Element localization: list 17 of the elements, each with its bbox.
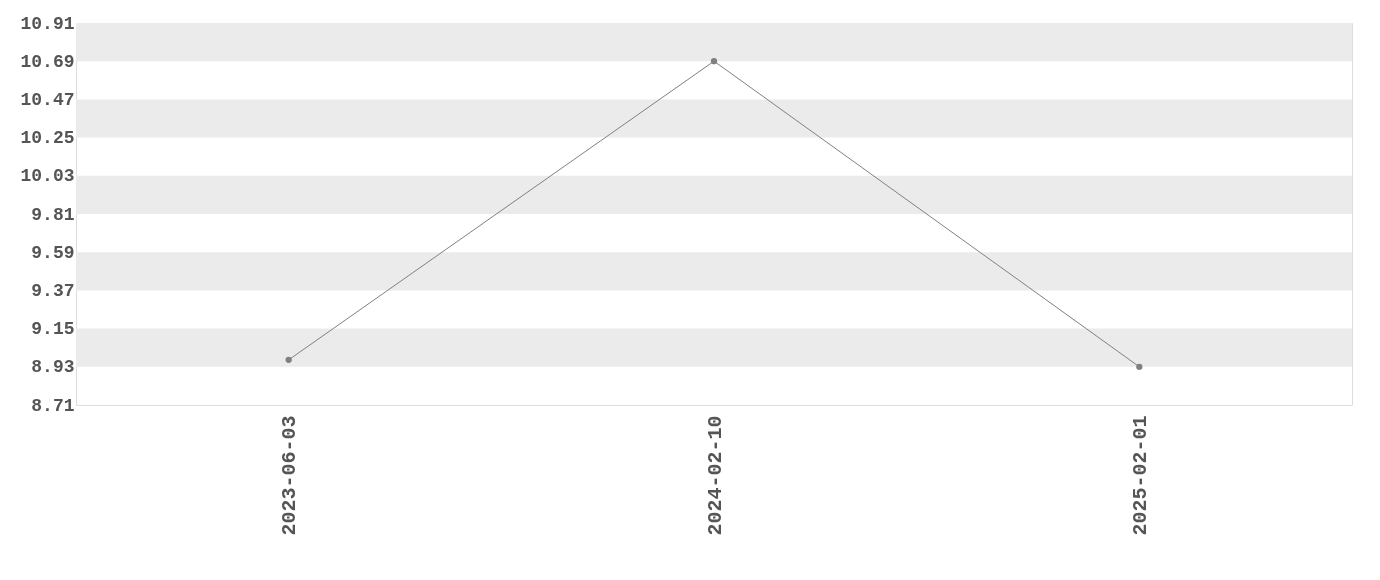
y-tick-label: 10.47 [20,89,75,110]
y-tick-label: 10.25 [20,128,75,149]
y-tick-label: 9.15 [31,319,75,340]
y-tick-label: 10.91 [20,13,75,34]
point [285,356,292,364]
y-tick-label: 8.71 [31,395,75,416]
point [710,58,718,65]
x-tick-label: 2024-02-10 [703,415,727,536]
y-tick-label: 9.59 [31,242,75,263]
y-tick-label: 10.03 [20,166,75,187]
y-tick-label: 10.69 [20,51,75,72]
y-tick-label: 9.81 [31,204,75,225]
point [1136,363,1143,370]
x-tick-label: 2023-06-03 [278,415,302,536]
x-tick-label: 2025-02-01 [1128,415,1152,536]
y-tick-label: 9.37 [31,280,75,301]
y-tick-label: 8.93 [31,357,75,378]
